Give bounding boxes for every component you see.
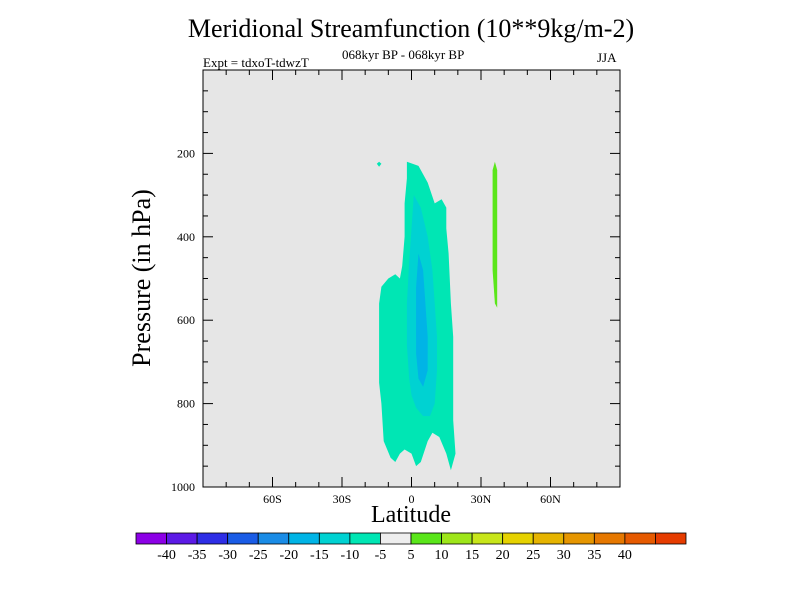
colorbar-label: 25 — [526, 548, 540, 563]
colorbar-box — [471, 532, 504, 545]
colorbar-box — [563, 532, 595, 545]
colorbar-box — [166, 532, 198, 545]
season-label: JJA — [597, 50, 617, 65]
y-tick-label: 400 — [177, 230, 195, 244]
colorbar-box — [288, 532, 320, 545]
y-tick-label: 800 — [177, 397, 195, 411]
x-tick-label: 30S — [333, 492, 352, 506]
contour-region-3 — [376, 161, 382, 167]
colorbar-box — [441, 532, 473, 545]
colorbar-label: 35 — [587, 548, 601, 563]
colorbar-box — [593, 532, 626, 545]
colorbar-box — [655, 532, 687, 545]
contour-region-2 — [416, 253, 428, 387]
plot-frame — [202, 69, 621, 488]
colorbar-label: -25 — [249, 548, 268, 563]
colorbar-box — [318, 532, 351, 545]
x-tick-label: 30N — [471, 492, 492, 506]
x-tick-label: 0 — [409, 492, 415, 506]
colorbar-label: -30 — [218, 548, 237, 563]
colorbar-label: -15 — [310, 548, 329, 563]
y-tick-label: 600 — [177, 313, 195, 327]
y-tick-label: 200 — [177, 146, 195, 160]
colorbar-box — [135, 532, 167, 545]
chart-title: Meridional Streamfunction (10**9kg/m-2) — [187, 14, 635, 43]
colorbar-label: 30 — [557, 548, 571, 563]
x-tick-label: 60S — [263, 492, 282, 506]
colorbar: -40 -35 -30 -25 -20 -15 -10 -5 5 10 15 20 25 30 35 40 — [135, 532, 687, 563]
axis-ticks: 200 400 600 800 1000 60S 30S 0 30N 60N — [171, 70, 620, 506]
colorbar-box — [380, 532, 412, 545]
colorbar-label: -5 — [375, 548, 387, 563]
colorbar-box — [227, 532, 259, 545]
period-label: 068kyr BP - 068kyr BP — [342, 47, 465, 62]
colorbar-label: 5 — [408, 548, 415, 563]
colorbar-label: -35 — [188, 548, 207, 563]
contour-region-4 — [492, 161, 498, 308]
colorbar-box — [502, 532, 534, 545]
y-tick-label: 1000 — [171, 480, 195, 494]
x-axis-label: Latitude — [371, 502, 451, 528]
colorbar-box — [532, 532, 565, 545]
colorbar-label: -10 — [341, 548, 360, 563]
colorbar-box — [349, 532, 381, 545]
experiment-label: Expt = tdxoT-tdwzT — [203, 55, 309, 70]
colorbar-box — [410, 532, 442, 545]
colorbar-box — [196, 532, 229, 545]
colorbar-label: -40 — [157, 548, 176, 563]
colorbar-label: 10 — [435, 548, 449, 563]
colorbar-label: 40 — [618, 548, 632, 563]
colorbar-box — [257, 532, 290, 545]
colorbar-label: 20 — [496, 548, 510, 563]
colorbar-label: 15 — [465, 548, 479, 563]
x-tick-label: 60N — [540, 492, 561, 506]
contour-regions — [376, 161, 498, 471]
colorbar-box — [624, 532, 656, 545]
colorbar-label: -20 — [279, 548, 298, 563]
